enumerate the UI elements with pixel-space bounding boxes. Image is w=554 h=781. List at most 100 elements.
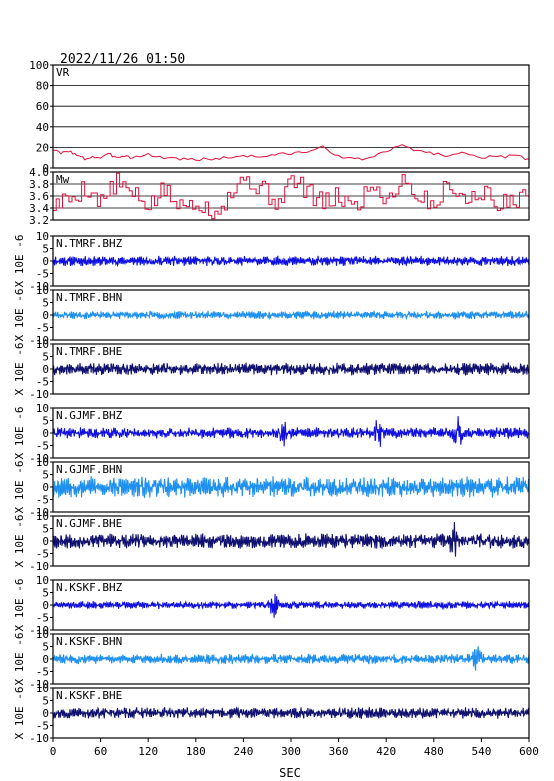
x-tick-label: 420	[376, 745, 396, 758]
y-tick-label: 3.2	[29, 214, 49, 227]
y-tick-label: 10	[36, 402, 49, 415]
y-tick-label: 0	[42, 481, 49, 494]
y-tick-label: 10	[36, 628, 49, 641]
y-tick-label: 5	[42, 695, 49, 708]
y-tick-label: 0	[42, 255, 49, 268]
x-tick-label: 480	[424, 745, 444, 758]
trace-gjmf-bhz	[52, 416, 530, 447]
x-tick-label: 300	[281, 745, 301, 758]
y-tick-label: 3.6	[29, 190, 49, 203]
x-axis: 0 60 120 180 240 300 360 420 480 540 600	[50, 738, 539, 758]
x-tick-label: 600	[519, 745, 539, 758]
y-tick-label: 10	[36, 230, 49, 243]
panel-label: N.TMRF.BHE	[56, 345, 122, 358]
trace-kskf-bhz	[52, 593, 530, 618]
y-tick-label: 60	[36, 100, 49, 113]
panel-label: N.KSKF.BHZ	[56, 581, 123, 594]
y-axis-label: X 10E -6	[13, 461, 26, 514]
panel-label: N.TMRF.BHN	[56, 291, 122, 304]
trace-vr	[53, 144, 530, 162]
y-tick-label: 10	[36, 510, 49, 523]
y-tick-label: 3.4	[29, 202, 49, 215]
y-tick-label: 10	[36, 682, 49, 695]
y-axis-label: X 10E -6	[13, 515, 26, 568]
panel-label: N.TMRF.BHZ	[56, 237, 123, 250]
panel-vr: 100 80 60 40 20 0 VR	[29, 59, 530, 175]
y-tick-label: -5	[36, 494, 49, 507]
y-tick-label: -10	[29, 678, 49, 691]
panel-label: N.KSKF.BHN	[56, 635, 122, 648]
y-tick-label: 10	[36, 574, 49, 587]
date-time-label: 2022/11/26 01:50	[60, 52, 185, 67]
y-axis-label: X 10E -6	[13, 579, 26, 632]
panel-frame	[52, 64, 530, 169]
y-tick-label: 80	[36, 80, 49, 93]
panel-label: N.GJMF.BHE	[56, 517, 122, 530]
y-tick-label: -5	[36, 376, 49, 389]
y-tick-label: 0	[42, 535, 49, 548]
y-tick-label: 5	[42, 641, 49, 654]
y-tick-label: 5	[42, 415, 49, 428]
y-tick-label: 20	[36, 141, 49, 154]
y-tick-label: 5	[42, 351, 49, 364]
y-axis-label: X 10E -6	[13, 687, 26, 740]
x-tick-label: 60	[94, 745, 107, 758]
y-tick-label: -5	[36, 548, 49, 561]
y-tick-label: -5	[36, 612, 49, 625]
y-tick-label: -5	[36, 268, 49, 281]
y-axis-label: X 10E -6	[13, 343, 26, 396]
y-tick-label: -5	[36, 322, 49, 335]
x-tick-label: 240	[233, 745, 253, 758]
trace-gjmf-bhn	[52, 476, 530, 498]
y-axis-label: X 10E -6	[13, 633, 26, 686]
y-axis-label: X 10E -6	[13, 235, 26, 288]
y-tick-label: 0	[42, 599, 49, 612]
y-tick-label: 10	[36, 284, 49, 297]
x-tick-label: 120	[138, 745, 158, 758]
trace-tmrf-bhz	[52, 255, 530, 268]
y-tick-label: -5	[36, 666, 49, 679]
y-tick-label: -10	[29, 452, 49, 465]
y-tick-label: 0	[42, 653, 49, 666]
y-axis-label: X 10E -6	[13, 407, 26, 460]
y-tick-label: -10	[29, 506, 49, 519]
y-tick-label: -10	[29, 388, 49, 401]
trace-tmrf-bhn	[52, 310, 530, 321]
y-tick-label: -10	[29, 334, 49, 347]
panel-label: N.GJMF.BHZ	[56, 409, 123, 422]
panels-group: 100806040200VR4.03.83.63.43.2Mw1050-5-10…	[13, 59, 530, 745]
trace-kskf-bhe	[52, 706, 530, 719]
y-tick-label: 0	[42, 309, 49, 322]
y-tick-label: 5	[42, 243, 49, 256]
y-tick-label: 0	[42, 707, 49, 720]
y-tick-label: 5	[42, 523, 49, 536]
y-tick-label: -10	[29, 280, 49, 293]
y-tick-label: -10	[29, 560, 49, 573]
y-tick-label: 0	[42, 363, 49, 376]
trace-mw	[53, 172, 529, 220]
y-tick-label: -10	[29, 732, 49, 745]
trace-kskf-bhn	[52, 646, 530, 671]
y-tick-label: -5	[36, 720, 49, 733]
y-tick-label: 40	[36, 121, 49, 134]
panel-mw: 4.03.83.63.43.2 Mw	[29, 166, 530, 227]
y-tick-label: 100	[29, 59, 49, 72]
y-axis-label: X 10E -6	[13, 289, 26, 342]
y-tick-label: 5	[42, 297, 49, 310]
y-tick-label: 10	[36, 456, 49, 469]
x-tick-label: 360	[329, 745, 349, 758]
panel-label: N.GJMF.BHN	[56, 463, 122, 476]
y-tick-label: 3.8	[29, 178, 49, 191]
y-tick-label: 0	[42, 162, 49, 175]
x-tick-label: 540	[471, 745, 491, 758]
y-tick-label: 5	[42, 587, 49, 600]
